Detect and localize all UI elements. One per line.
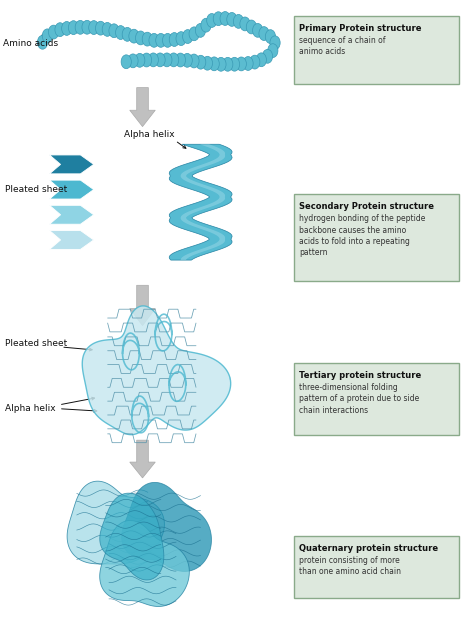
Circle shape (202, 56, 212, 70)
FancyBboxPatch shape (293, 16, 459, 84)
Circle shape (265, 30, 275, 44)
Circle shape (141, 53, 152, 67)
Circle shape (182, 30, 193, 44)
Circle shape (55, 23, 65, 37)
Circle shape (82, 20, 92, 34)
Text: Amino acids: Amino acids (3, 39, 58, 48)
Circle shape (189, 54, 199, 68)
Circle shape (259, 27, 269, 40)
Circle shape (48, 25, 59, 39)
Circle shape (128, 54, 138, 68)
Text: protein consisting of more
than one amino acid chain: protein consisting of more than one amin… (299, 556, 401, 577)
Circle shape (156, 33, 166, 47)
Circle shape (243, 57, 253, 71)
Circle shape (256, 53, 266, 67)
Circle shape (122, 27, 132, 41)
Polygon shape (181, 144, 225, 260)
Circle shape (253, 23, 263, 37)
Circle shape (176, 32, 186, 45)
Circle shape (201, 18, 211, 32)
Circle shape (220, 11, 230, 25)
Text: hydrogen bonding of the peptide
backbone causes the amino
acids to fold into a r: hydrogen bonding of the peptide backbone… (299, 214, 426, 257)
Text: Quaternary protein structure: Quaternary protein structure (299, 544, 438, 553)
Polygon shape (100, 521, 189, 606)
Circle shape (209, 57, 219, 71)
Circle shape (102, 23, 112, 37)
Circle shape (142, 32, 153, 46)
Circle shape (196, 56, 206, 69)
Polygon shape (49, 230, 94, 249)
Polygon shape (49, 155, 94, 174)
Circle shape (148, 53, 158, 67)
Circle shape (240, 17, 250, 31)
Circle shape (182, 54, 192, 68)
Circle shape (227, 13, 237, 27)
Polygon shape (67, 481, 164, 564)
Circle shape (75, 20, 85, 34)
Circle shape (189, 27, 199, 41)
Text: Alpha helix: Alpha helix (5, 404, 56, 413)
Text: Tertiary protein structure: Tertiary protein structure (299, 371, 421, 380)
Polygon shape (100, 493, 164, 580)
Circle shape (263, 49, 273, 63)
Polygon shape (122, 483, 211, 572)
Circle shape (246, 20, 256, 34)
Text: three-dimensional folding
pattern of a protein due to side
chain interactions: three-dimensional folding pattern of a p… (299, 383, 419, 415)
Circle shape (149, 33, 159, 47)
Circle shape (223, 57, 233, 71)
Circle shape (89, 21, 99, 35)
Polygon shape (169, 144, 232, 260)
Circle shape (233, 15, 244, 28)
Circle shape (195, 23, 206, 37)
Circle shape (68, 21, 79, 35)
Circle shape (236, 57, 246, 71)
Polygon shape (82, 306, 231, 435)
FancyBboxPatch shape (293, 536, 459, 598)
Circle shape (216, 57, 226, 71)
Circle shape (163, 33, 173, 47)
Circle shape (121, 55, 131, 69)
Circle shape (169, 33, 180, 47)
Circle shape (268, 44, 278, 57)
FancyArrow shape (130, 88, 155, 127)
Text: sequence of a chain of
animo acids: sequence of a chain of animo acids (299, 36, 386, 56)
FancyBboxPatch shape (293, 194, 459, 281)
Circle shape (135, 54, 145, 68)
FancyArrow shape (130, 440, 155, 478)
Circle shape (42, 29, 53, 43)
Circle shape (270, 36, 280, 50)
Text: Pleated sheet: Pleated sheet (5, 339, 68, 348)
FancyBboxPatch shape (293, 363, 459, 435)
Text: Secondary Protein structure: Secondary Protein structure (299, 202, 434, 211)
Polygon shape (49, 205, 94, 224)
Circle shape (62, 21, 72, 35)
Circle shape (95, 21, 106, 35)
Circle shape (213, 12, 223, 26)
Text: Primary Protein structure: Primary Protein structure (299, 24, 422, 33)
Text: Pleated sheet: Pleated sheet (5, 185, 68, 194)
Circle shape (229, 57, 240, 71)
Circle shape (129, 29, 139, 43)
Circle shape (175, 53, 185, 67)
Circle shape (136, 31, 146, 45)
Text: Alpha helix: Alpha helix (124, 130, 174, 139)
Circle shape (155, 53, 165, 67)
Circle shape (162, 53, 172, 67)
FancyArrow shape (130, 285, 155, 326)
Circle shape (37, 35, 48, 49)
Circle shape (109, 24, 119, 38)
Circle shape (116, 26, 126, 40)
Circle shape (207, 13, 217, 27)
Circle shape (169, 53, 179, 67)
Circle shape (250, 55, 260, 69)
Polygon shape (49, 180, 94, 199)
